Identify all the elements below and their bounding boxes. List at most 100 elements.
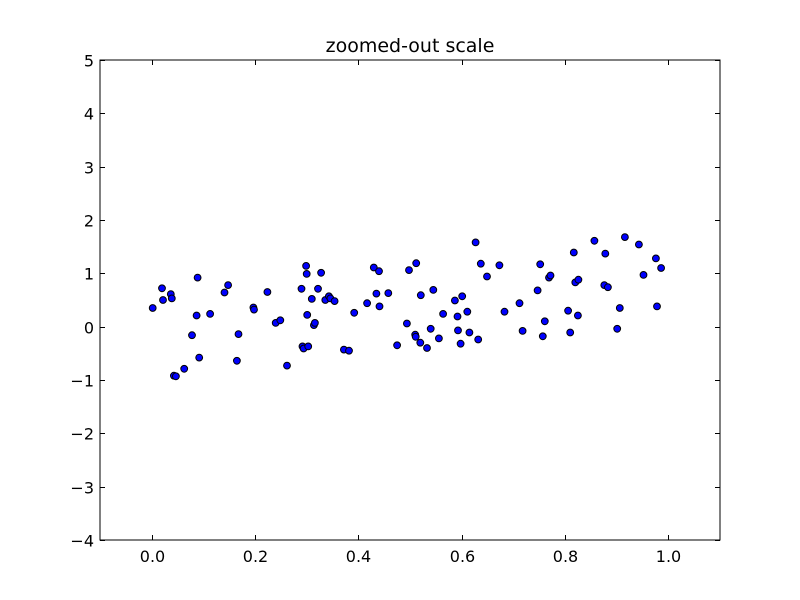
scatter-point: [546, 271, 555, 280]
axis-ticks: 0.0 0.2 0.4 0.6 0.8 1.0 −4 −3 −2 −1 0 1 2 3 4 5: [70, 52, 720, 566]
scatter-point: [540, 317, 549, 326]
scatter-point: [159, 296, 167, 304]
scatter-point: [363, 299, 372, 308]
scatter-point: [566, 328, 575, 337]
scatter-point: [403, 319, 411, 328]
scatter-point: [613, 324, 622, 333]
y-tick-label: 3: [84, 159, 94, 178]
scatter-point: [193, 273, 202, 282]
scatter-point: [188, 331, 196, 340]
y-tick-label: −4: [70, 532, 94, 551]
scatter-point: [653, 302, 661, 311]
y-tick-label: −2: [70, 425, 94, 444]
scatter-point: [574, 311, 582, 320]
scatter-point: [192, 311, 201, 320]
y-tick-label: 1: [84, 265, 94, 284]
y-tick-label: −1: [70, 372, 94, 391]
scatter-point: [471, 238, 480, 247]
scatter-point: [224, 281, 233, 290]
scatter-point: [453, 312, 462, 321]
scatter-point: [375, 267, 383, 276]
scatter-point: [297, 284, 306, 293]
scatter-point: [180, 364, 189, 373]
scatter-point: [317, 268, 326, 277]
scatter-point: [263, 288, 272, 296]
scatter-point: [639, 271, 648, 279]
scatter-point: [195, 353, 204, 362]
scatter-point: [412, 259, 421, 268]
scatter-point: [463, 307, 472, 316]
scatter-point: [657, 264, 665, 272]
scatter-point: [454, 326, 462, 335]
scatter-point: [652, 254, 660, 263]
x-tick-label: 0.0: [140, 547, 165, 566]
scatter-point: [350, 308, 359, 317]
scatter-point: [474, 335, 483, 344]
scatter-point: [158, 284, 166, 293]
scatter-point: [314, 284, 322, 293]
scatter-point: [276, 316, 285, 325]
scatter-point: [569, 248, 578, 257]
scatter-point: [621, 233, 629, 242]
scatter-point: [167, 294, 176, 303]
scatter-point: [302, 270, 311, 278]
scatter-point: [533, 286, 542, 295]
scatter-point: [330, 297, 339, 306]
x-tick-label: 1.0: [656, 547, 681, 566]
scatter-point: [465, 328, 474, 337]
scatter-point: [615, 304, 624, 312]
scatter-point: [283, 361, 291, 370]
scatter-point: [220, 288, 229, 297]
scatter-point: [574, 275, 583, 284]
scatter-point: [384, 289, 393, 298]
scatter-point: [635, 240, 643, 249]
chart-title: zoomed-out scale: [326, 35, 495, 57]
scatter-point: [515, 299, 524, 308]
scatter-point: [234, 330, 243, 339]
scatter-point: [439, 310, 448, 318]
scatter-point: [564, 306, 572, 315]
scatter-point: [250, 305, 258, 314]
scatter-point: [206, 310, 215, 318]
scatter-point: [483, 272, 491, 281]
scatter-point: [536, 260, 545, 269]
scatter-point: [307, 295, 316, 303]
y-tick-label: 5: [84, 52, 94, 71]
scatter-point: [148, 304, 157, 312]
scatter-point: [500, 307, 509, 316]
data-points: [148, 233, 665, 381]
scatter-point: [416, 291, 425, 300]
scatter-point: [423, 344, 431, 352]
scatter-point: [375, 302, 384, 311]
scatter-point: [456, 339, 465, 348]
scatter-point: [538, 332, 547, 341]
x-tick-label: 0.2: [243, 547, 268, 566]
scatter-point: [369, 263, 378, 272]
scatter-point: [590, 236, 599, 245]
y-tick-label: 2: [84, 212, 94, 231]
scatter-point: [458, 292, 467, 301]
scatter-point: [495, 261, 504, 270]
scatter-point: [518, 327, 527, 335]
scatter-point: [426, 324, 435, 333]
scatter-point: [302, 262, 311, 270]
y-tick-label: 0: [84, 319, 94, 338]
scatter-point: [604, 283, 612, 292]
scatter-point: [451, 296, 459, 305]
scatter-point: [345, 346, 353, 355]
plot-area-frame: [99, 59, 721, 541]
scatter-point: [416, 338, 425, 347]
scatter-point: [233, 356, 241, 365]
scatter-point: [411, 332, 420, 341]
x-tick-label: 0.6: [450, 547, 475, 566]
scatter-point: [429, 286, 438, 294]
scatter-point: [435, 334, 443, 343]
x-tick-label: 0.8: [553, 547, 578, 566]
scatter-point: [303, 311, 312, 319]
x-tick-label: 0.4: [346, 547, 371, 566]
scatter-point: [304, 342, 313, 351]
scatter-point: [476, 259, 485, 268]
